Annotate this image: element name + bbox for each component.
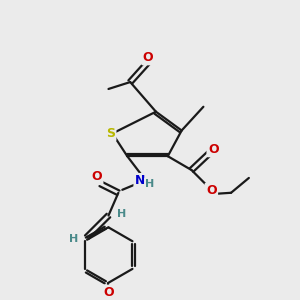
Text: H: H [117,208,126,218]
Text: O: O [91,170,102,184]
Text: O: O [206,184,217,197]
Text: N: N [135,174,145,188]
Text: H: H [146,179,154,189]
Text: S: S [106,127,115,140]
Text: O: O [103,286,114,299]
Text: H: H [69,234,79,244]
Text: O: O [208,143,219,156]
Text: O: O [143,51,153,64]
